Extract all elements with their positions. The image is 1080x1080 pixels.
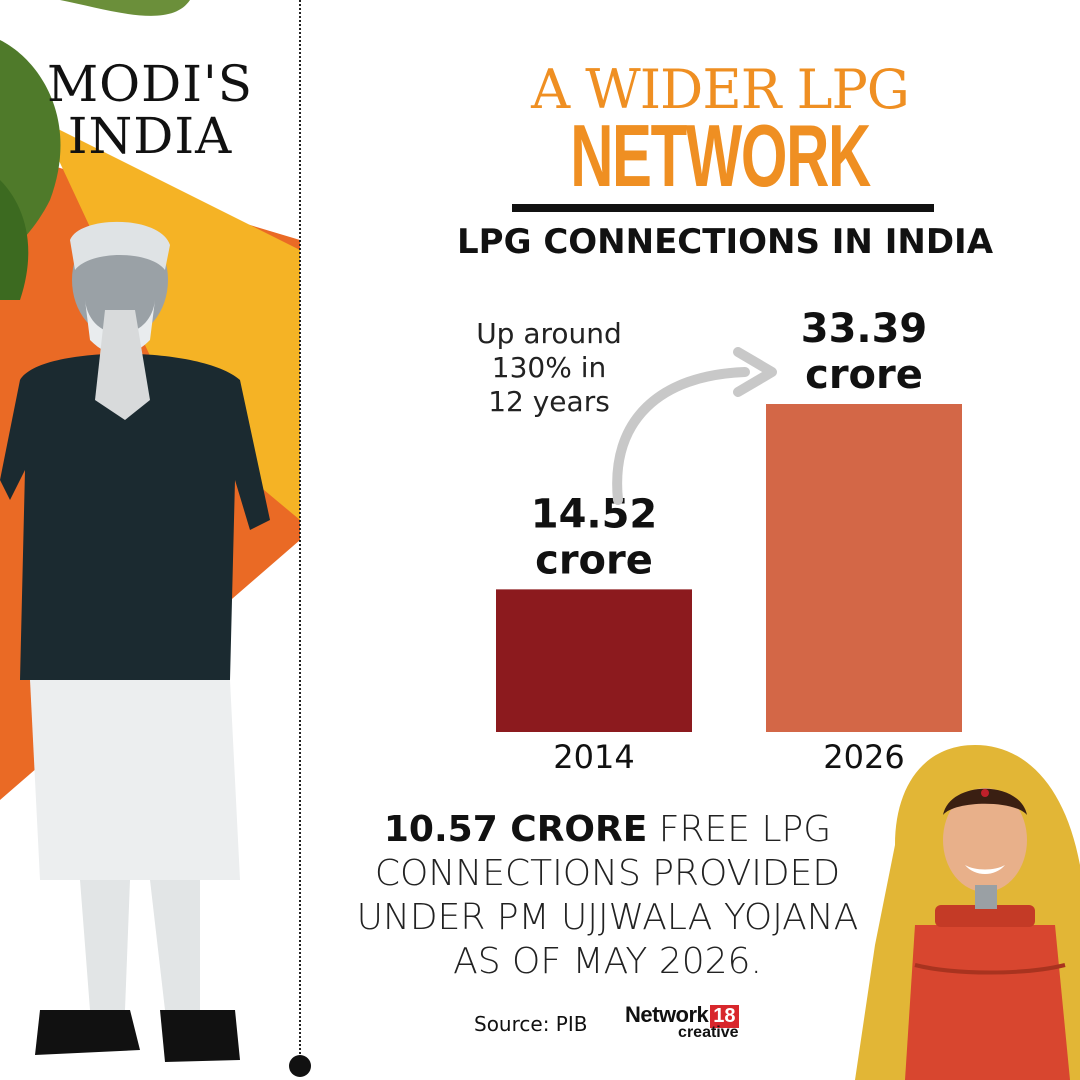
- brand-number: 18: [710, 1005, 739, 1028]
- person-photo: [0, 221, 270, 1062]
- curved-arrow-head-icon: [733, 347, 777, 397]
- footer-highlight: 10.57 CRORE: [383, 809, 648, 850]
- data-label-value-2014: 14.52: [531, 491, 658, 537]
- brand-name: Network: [625, 1002, 709, 1027]
- brand-sub: creative: [678, 1024, 739, 1041]
- leaf-decoration: [0, 0, 190, 300]
- footer-line4: AS OF MAY 2026.: [453, 941, 762, 982]
- annotation-line-3: 12 years: [488, 385, 610, 418]
- dotted-divider: [299, 0, 301, 1058]
- annotation-line-2: 130% in: [492, 351, 606, 384]
- chart-subtitle: LPG CONNECTIONS IN INDIA: [456, 222, 994, 262]
- series-title-line2: INDIA: [67, 107, 233, 165]
- series-title: MODI'S INDIA: [0, 58, 300, 162]
- bar-2026: [766, 404, 962, 732]
- data-label-unit-2026: crore: [805, 352, 923, 398]
- curved-arrow-icon: [612, 367, 750, 505]
- divider-end-dot: [289, 1055, 311, 1077]
- bar-2014: [496, 589, 692, 732]
- main-title-line1: A WIDER LPG: [531, 58, 910, 121]
- left-panel-graphic: [0, 0, 300, 1062]
- data-label-value-2026: 33.39: [801, 306, 928, 352]
- series-title-line1: MODI'S: [46, 55, 254, 113]
- title-rule: [512, 204, 934, 212]
- brand-logo: Network 18 creative: [625, 1002, 739, 1042]
- footer-line3: UNDER PM UJJWALA YOJANA: [356, 897, 859, 938]
- data-label-unit-2014: crore: [535, 537, 653, 583]
- footer-note: 10.57 CRORE FREE LPG CONNECTIONS PROVIDE…: [330, 808, 885, 984]
- footer-line2: CONNECTIONS PROVIDED: [374, 853, 841, 894]
- main-title-line2: NETWORK: [570, 106, 871, 205]
- annotation-line-1: Up around: [476, 317, 622, 350]
- source-label: Source: PIB: [474, 1012, 588, 1036]
- x-tick-label-2014: 2014: [553, 738, 634, 776]
- x-tick-label-2026: 2026: [823, 738, 904, 776]
- left-panel: MODI'S INDIA: [0, 0, 300, 1080]
- woman-with-cylinder-illustration: [855, 745, 1080, 1080]
- footer-line1-rest: FREE LPG: [647, 809, 832, 850]
